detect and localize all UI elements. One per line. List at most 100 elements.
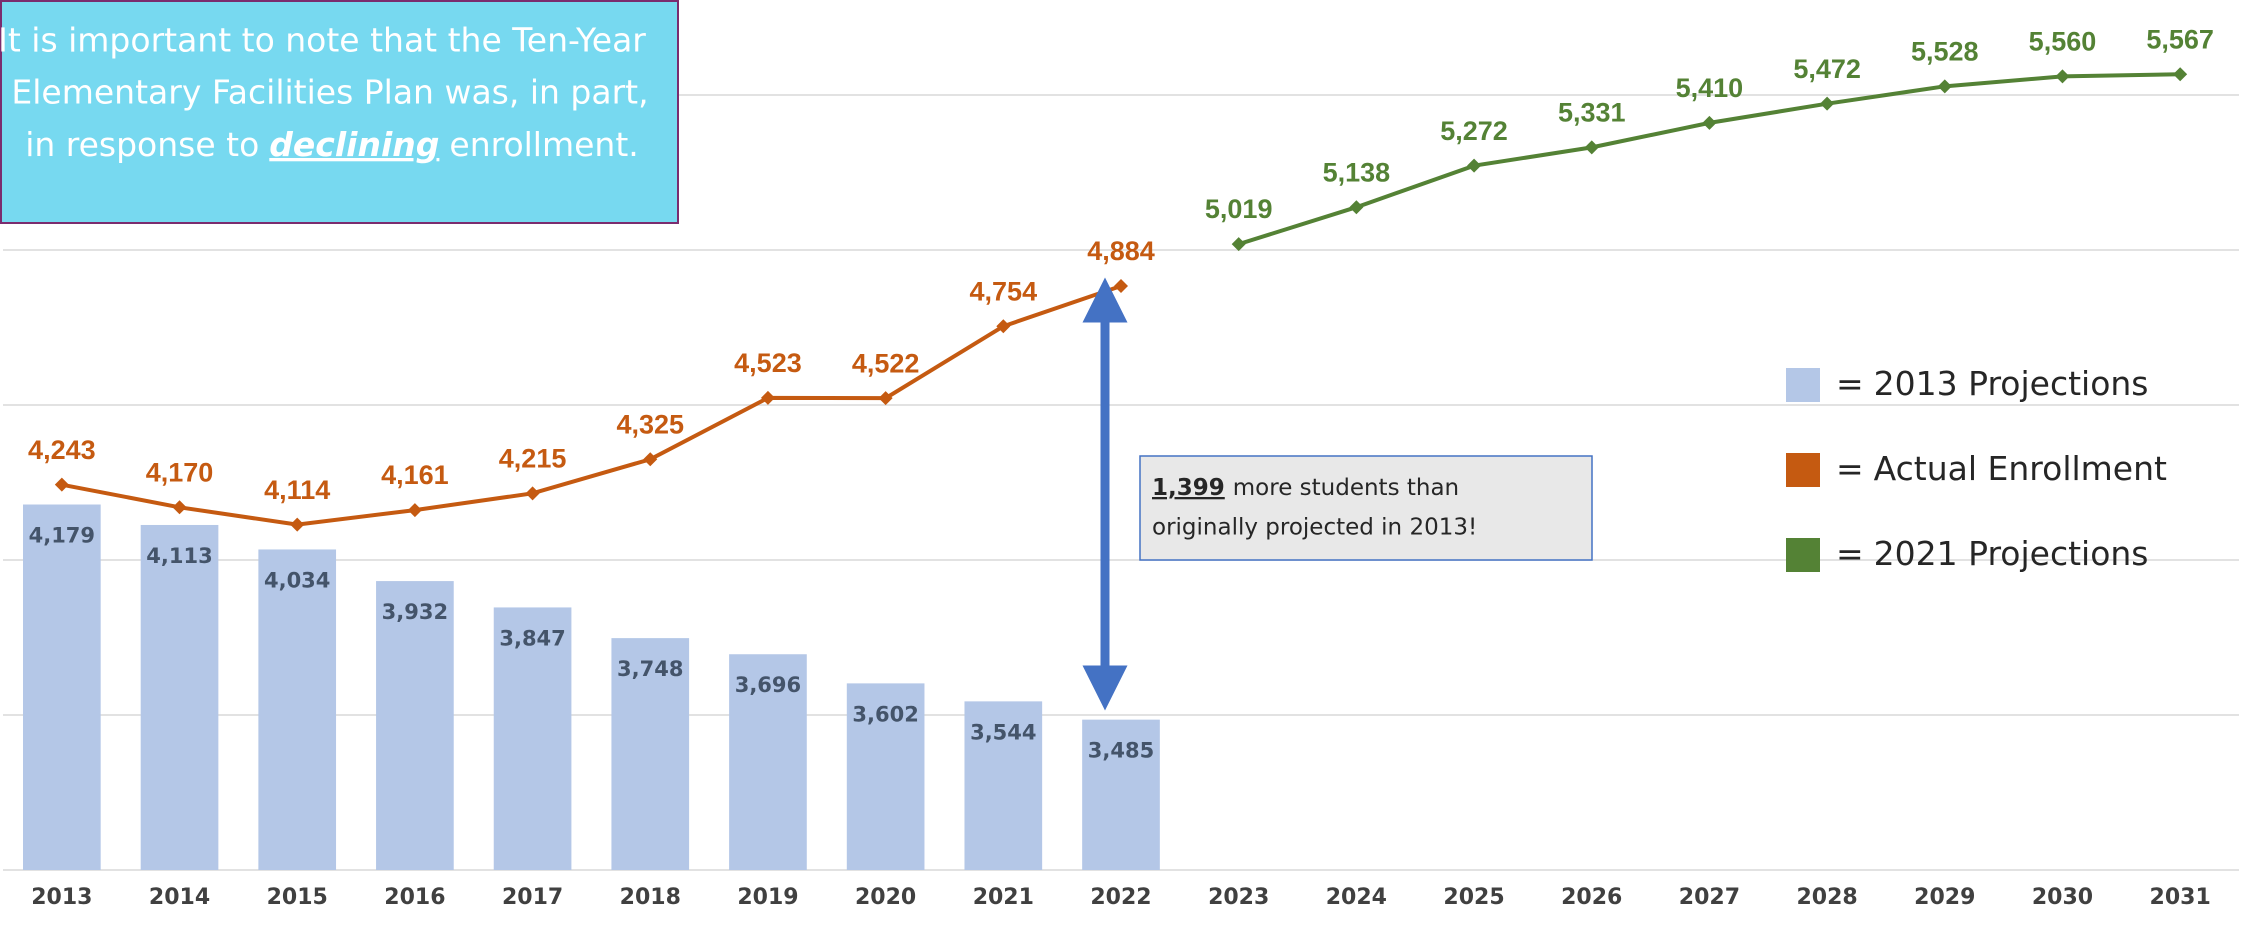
data-label: 5,019	[1205, 194, 1273, 224]
x-tick-label: 2022	[1090, 885, 1151, 910]
point	[1820, 96, 1835, 111]
data-label: 5,472	[1793, 54, 1861, 84]
bar	[729, 654, 807, 870]
data-label: 5,528	[1911, 36, 1979, 66]
data-label: 5,138	[1323, 157, 1391, 187]
data-label: 5,272	[1440, 116, 1508, 146]
point	[1467, 158, 1482, 173]
legend-swatch	[1786, 453, 1820, 487]
x-tick-label: 2021	[973, 885, 1034, 910]
note-text: enrollment.	[449, 125, 638, 164]
bar	[258, 549, 337, 870]
point	[290, 517, 305, 532]
x-tick-label: 2016	[384, 885, 445, 910]
callout-text: more students than	[1233, 475, 1459, 501]
x-tick-label: 2028	[1796, 885, 1857, 910]
x-tick-label: 2015	[267, 885, 328, 910]
point	[54, 477, 69, 492]
x-tick-label: 2031	[2150, 885, 2211, 910]
point	[1584, 140, 1599, 155]
legend-swatch	[1786, 368, 1820, 402]
bar-label: 3,602	[852, 702, 918, 726]
line	[61, 284, 1122, 527]
note-emphasis: declining	[269, 125, 439, 164]
bar	[611, 638, 690, 870]
bar	[140, 524, 219, 870]
legend-label: 2021 Projections	[1874, 534, 2149, 573]
data-label: 4,325	[616, 409, 684, 439]
point	[1937, 79, 1952, 94]
point	[525, 486, 540, 501]
legend-prefix: =	[1836, 449, 1864, 488]
point	[878, 391, 893, 406]
note-line2: Elementary Facilities Plan was, in part,	[11, 73, 648, 112]
data-label: 5,560	[2029, 27, 2097, 57]
bar-label: 4,179	[29, 524, 95, 548]
data-label: 5,331	[1558, 98, 1626, 128]
point	[760, 390, 775, 405]
data-label: 4,523	[734, 348, 802, 378]
x-tick-label: 2030	[2032, 885, 2093, 910]
plot: 2013 2014 2015 2016 2017 2018 2019 2020 2021 2022…	[23, 24, 2214, 910]
legend-entry: = 2013 Projections	[1836, 364, 2149, 403]
data-label: 4,161	[381, 460, 449, 490]
x-tick-label: 2029	[1914, 885, 1975, 910]
note-line1: It is important to note that the Ten-Yea…	[0, 21, 646, 60]
x-tick-label: 2023	[1208, 885, 1269, 910]
x-tick-label: 2019	[737, 885, 798, 910]
x-tick-label: 2026	[1561, 885, 1622, 910]
point	[1349, 200, 1364, 215]
legend-prefix: =	[1836, 364, 1864, 403]
note-text: in response to	[25, 125, 259, 164]
point	[2055, 69, 2070, 84]
bar	[376, 581, 454, 870]
bar-label: 4,113	[146, 544, 212, 568]
bar-label: 4,034	[264, 568, 330, 592]
bar-label: 3,932	[382, 600, 448, 624]
data-label: 4,170	[146, 457, 214, 487]
point	[2173, 67, 2188, 82]
bar	[493, 607, 572, 870]
x-tick-label: 2024	[1326, 885, 1387, 910]
bar-label: 3,748	[617, 657, 683, 681]
note-box	[0, 0, 679, 224]
point	[1702, 115, 1717, 130]
x-tick-label: 2027	[1679, 885, 1740, 910]
callout-line2: originally projected in 2013!	[1152, 515, 1477, 541]
bar-label: 3,485	[1088, 739, 1154, 763]
data-label: 4,522	[852, 348, 920, 378]
point	[643, 452, 658, 467]
bar	[23, 504, 101, 870]
data-label: 4,243	[28, 435, 96, 465]
bar-label: 3,544	[970, 720, 1036, 744]
data-label: 4,114	[264, 475, 330, 505]
x-tick-label: 2017	[502, 885, 563, 910]
legend-swatch	[1786, 538, 1820, 572]
data-label: 4,215	[499, 443, 567, 473]
bar-label: 3,696	[735, 673, 801, 697]
bar	[846, 683, 925, 870]
data-label: 4,754	[970, 276, 1038, 306]
x-tick-label: 2025	[1443, 885, 1504, 910]
point	[996, 319, 1011, 334]
bar	[964, 701, 1043, 870]
legend-entry: = Actual Enrollment	[1836, 449, 2167, 488]
callout-number: 1,399	[1152, 475, 1225, 501]
point	[1231, 237, 1246, 252]
x-tick-label: 2014	[149, 885, 210, 910]
legend-label: Actual Enrollment	[1874, 449, 2167, 488]
point	[1114, 278, 1128, 293]
bar	[1082, 719, 1160, 870]
callout-box	[1139, 455, 1593, 561]
data-label: 5,567	[2146, 24, 2214, 54]
data-label: 5,410	[1676, 73, 1744, 103]
bar-label: 3,847	[499, 626, 565, 650]
point	[172, 500, 187, 515]
legend: = 2013 Projections = Actual Enrollment = 2021…	[1786, 364, 2167, 573]
x-tick-label: 2018	[620, 885, 681, 910]
point	[407, 503, 422, 518]
x-tick-label: 2020	[855, 885, 916, 910]
legend-label: 2013 Projections	[1874, 364, 2149, 403]
data-label: 4,884	[1087, 236, 1155, 266]
